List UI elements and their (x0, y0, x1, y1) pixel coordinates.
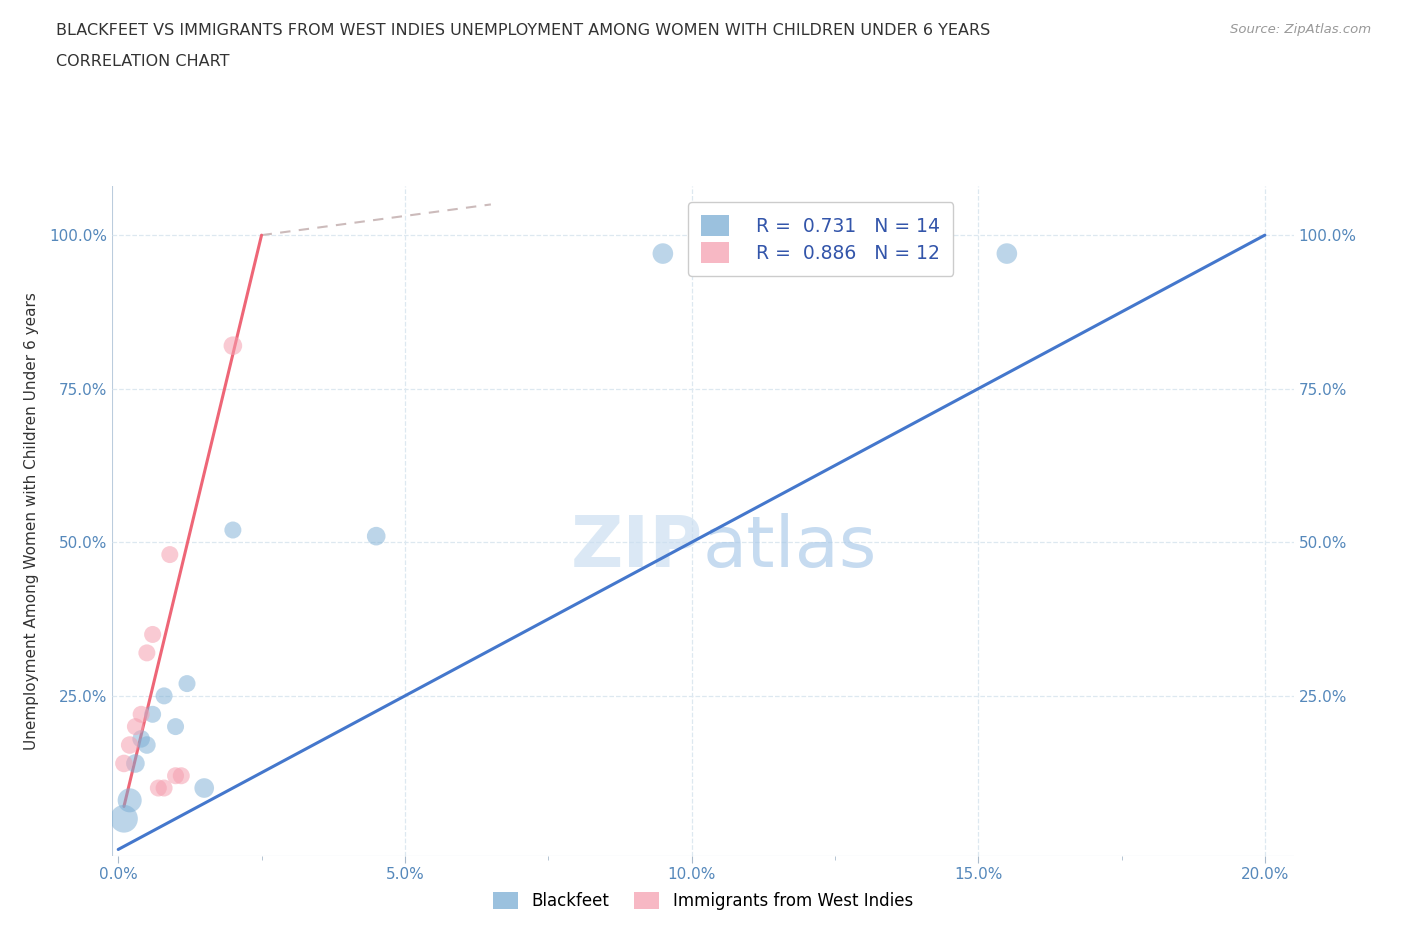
Point (142, 627, 165, 642)
Point (129, 707, 152, 722)
Legend: Blackfeet, Immigrants from West Indies: Blackfeet, Immigrants from West Indies (486, 885, 920, 917)
Point (118, 793, 141, 808)
Point (135, 737, 157, 752)
Text: CORRELATION CHART: CORRELATION CHART (56, 54, 229, 69)
Point (124, 756, 146, 771)
Y-axis label: Unemployment Among Women with Children Under 6 years: Unemployment Among Women with Children U… (24, 292, 38, 750)
Legend:   R =  0.731   N = 14,   R =  0.886   N = 12: R = 0.731 N = 14, R = 0.886 N = 12 (688, 202, 953, 276)
Point (148, 780, 170, 795)
Point (193, 780, 215, 795)
Point (159, 547, 181, 562)
Point (366, 529, 388, 544)
Point (142, 707, 165, 722)
Point (153, 688, 176, 703)
Text: Source: ZipAtlas.com: Source: ZipAtlas.com (1230, 23, 1371, 36)
Text: atlas: atlas (703, 513, 877, 582)
Point (118, 737, 141, 752)
Point (112, 756, 135, 771)
Point (135, 645, 157, 660)
Point (222, 523, 245, 538)
Point (153, 780, 176, 795)
Point (170, 768, 193, 783)
Point (176, 676, 198, 691)
Text: BLACKFEET VS IMMIGRANTS FROM WEST INDIES UNEMPLOYMENT AMONG WOMEN WITH CHILDREN : BLACKFEET VS IMMIGRANTS FROM WEST INDIES… (56, 23, 990, 38)
Point (995, 246, 1018, 261)
Point (124, 719, 146, 734)
Point (222, 339, 245, 353)
Text: ZIP: ZIP (571, 513, 703, 582)
Point (129, 731, 152, 746)
Point (651, 246, 673, 261)
Point (165, 768, 187, 783)
Point (165, 719, 187, 734)
Point (112, 811, 135, 826)
